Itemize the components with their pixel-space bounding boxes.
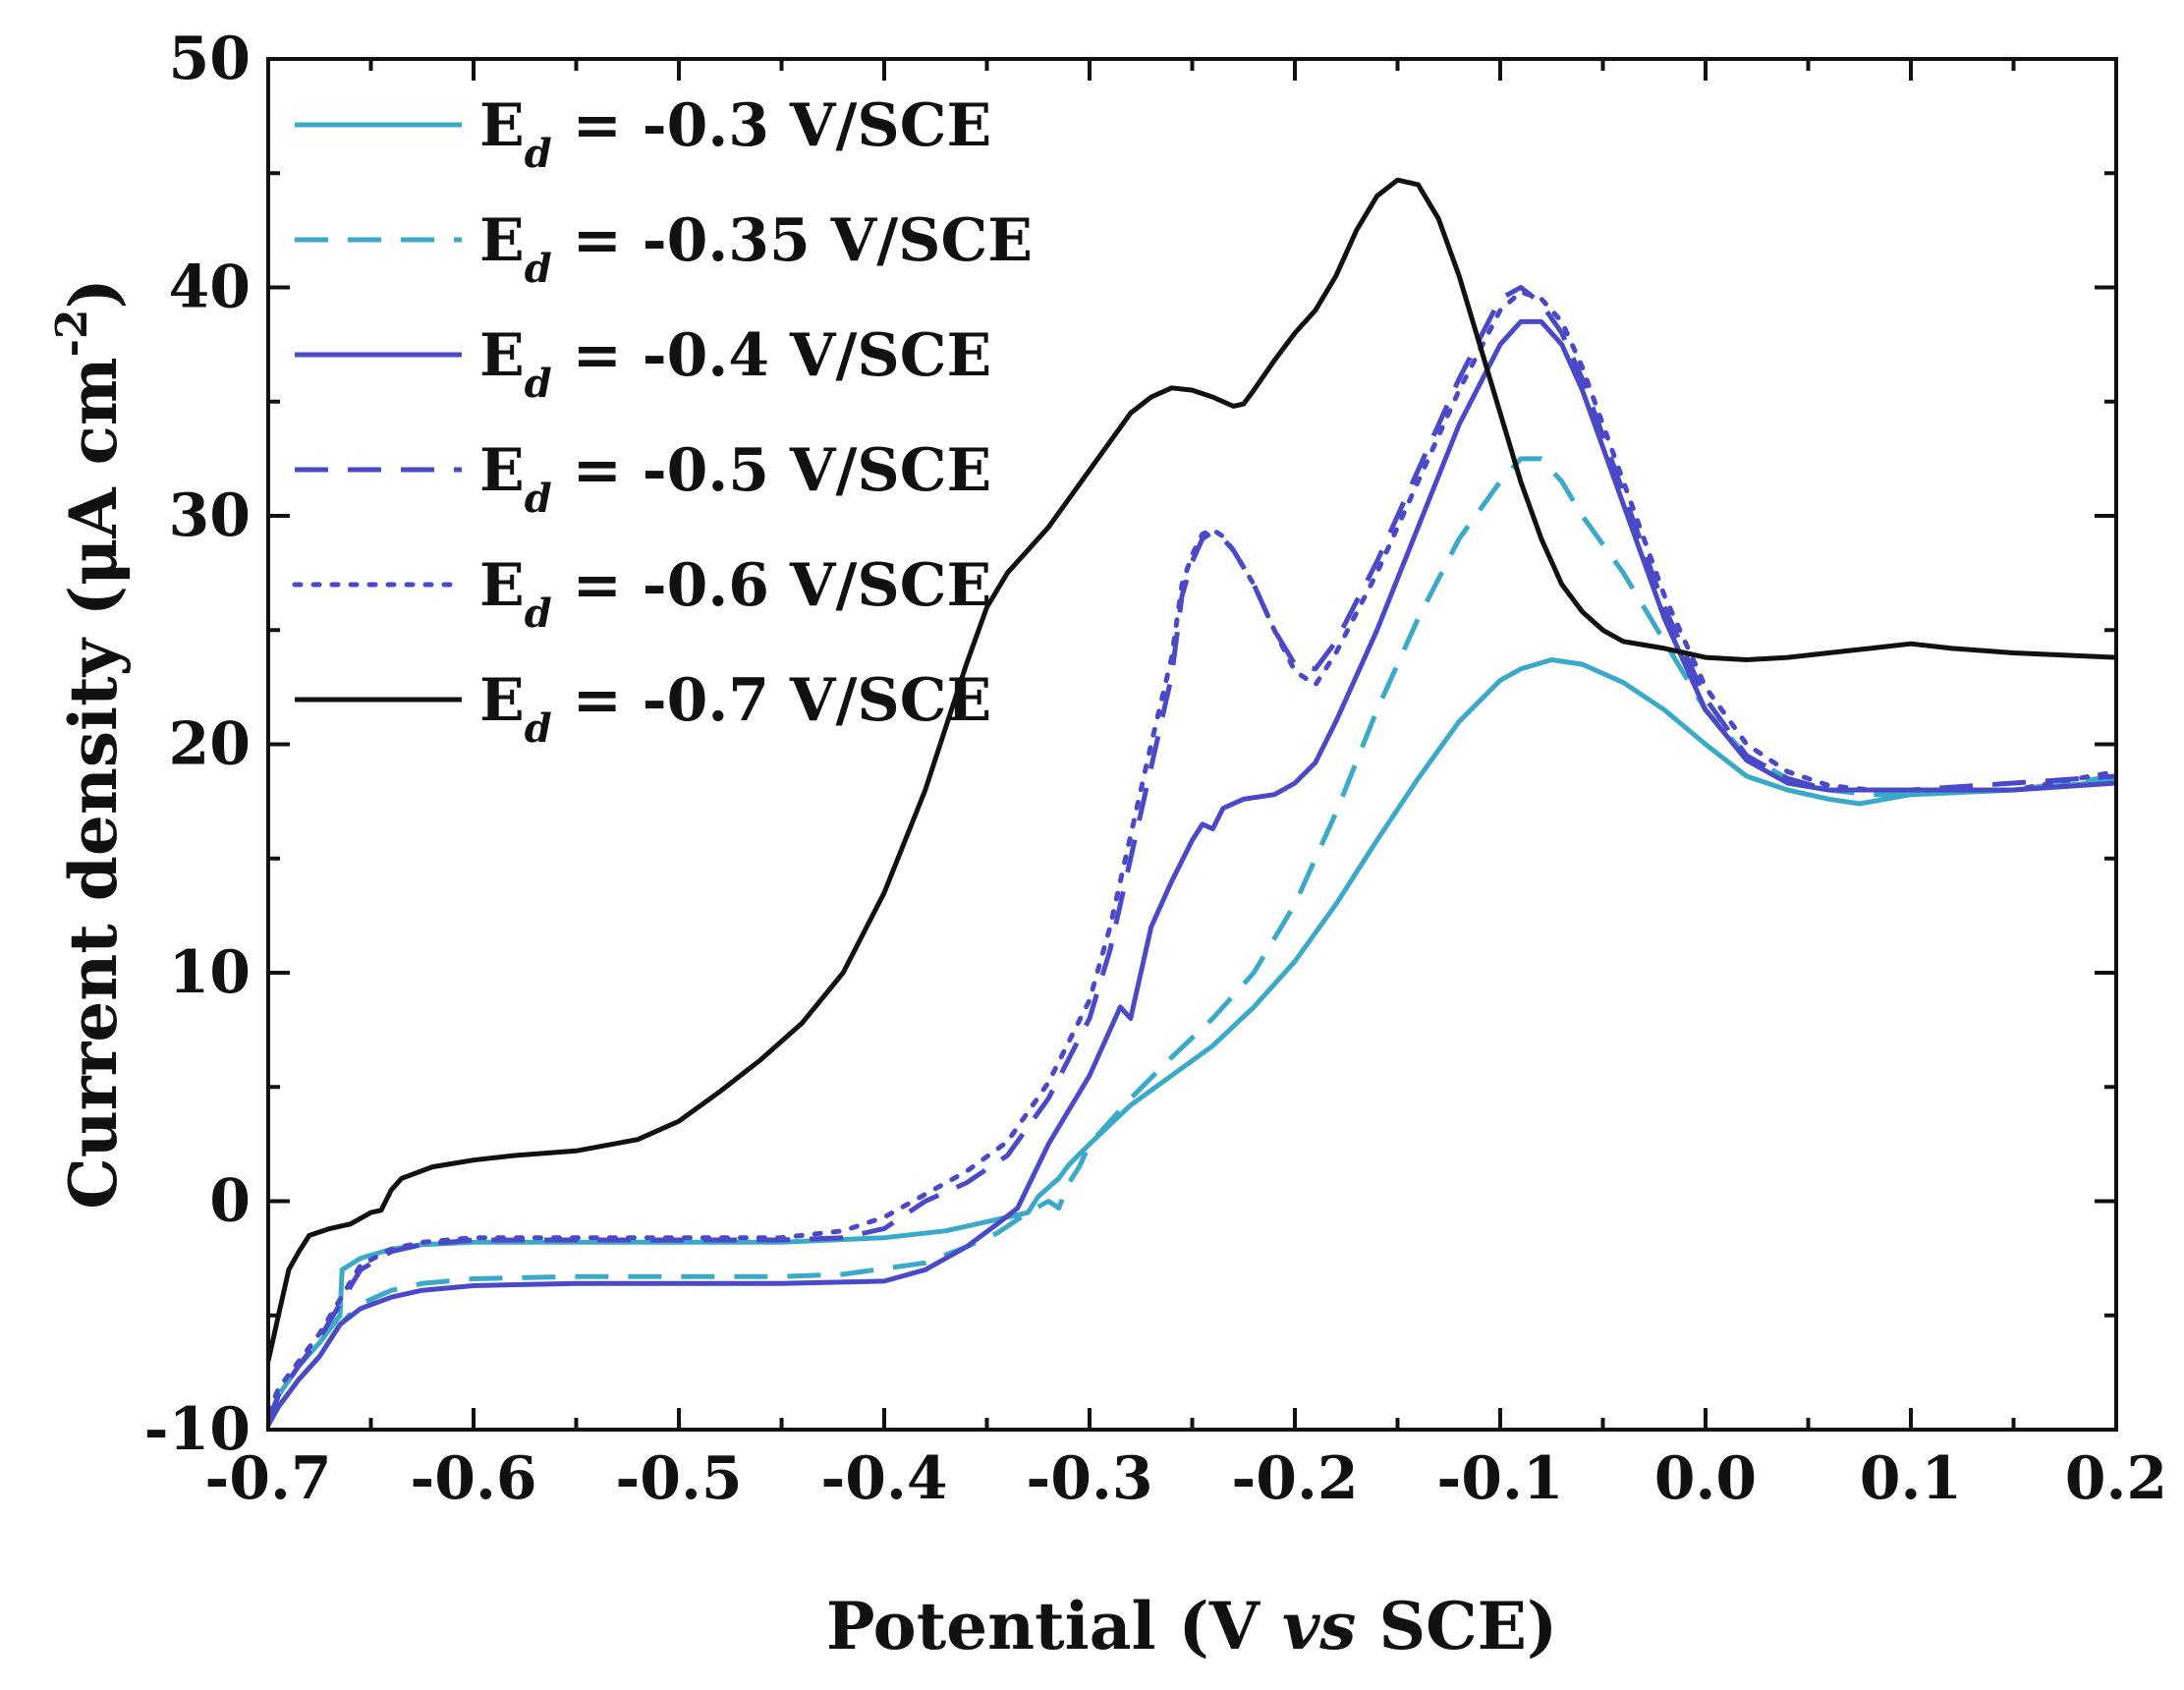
tick-layer: -0.7 -0.6 -0.5 -0.4 -0.3 -0.2 -0.1 0.0 0.1 0.2 -10… bbox=[144, 25, 2168, 1513]
series-line-5 bbox=[268, 289, 2116, 1417]
y-tick-label: 30 bbox=[169, 481, 252, 550]
legend-label-text: = -0.7 V/SCE bbox=[552, 666, 992, 735]
x-tick-label: 0.2 bbox=[2065, 1444, 2167, 1513]
x-tick-label: 0.0 bbox=[1654, 1444, 1757, 1513]
legend-label-symbol: E bbox=[479, 321, 525, 390]
y-tick-label: 50 bbox=[169, 25, 252, 93]
x-tick-label: -0.6 bbox=[410, 1444, 536, 1513]
x-axis-title-suffix: SCE) bbox=[1356, 1588, 1557, 1664]
legend-label-text: = -0.4 V/SCE bbox=[552, 321, 992, 390]
legend-label-symbol: E bbox=[479, 206, 525, 275]
legend-label-subscript: d bbox=[525, 591, 552, 637]
series-line-4 bbox=[268, 285, 2116, 1427]
y-tick-label: 10 bbox=[169, 938, 252, 1007]
x-axis-title-italic: vs bbox=[1282, 1588, 1357, 1664]
legend-label-text: = -0.6 V/SCE bbox=[552, 551, 992, 620]
legend-label-symbol: E bbox=[479, 551, 525, 620]
y-tick-label: 20 bbox=[169, 710, 252, 779]
x-tick-label: -0.1 bbox=[1436, 1444, 1563, 1513]
y-axis-title: Current density (μA cm-2) bbox=[47, 278, 132, 1210]
series-line-2 bbox=[268, 456, 2116, 1427]
x-axis-title: Potential (V vs SCE) bbox=[826, 1588, 1557, 1664]
x-tick-label: -0.7 bbox=[204, 1444, 331, 1513]
x-axis-title-prefix: Potential (V bbox=[826, 1588, 1282, 1664]
y-tick-label: -10 bbox=[144, 1395, 251, 1464]
y-tick-label: 0 bbox=[209, 1167, 251, 1236]
legend-label-subscript: d bbox=[525, 361, 552, 407]
y-axis-title-main: Current density (μA cm bbox=[55, 357, 132, 1209]
legend-label-subscript: d bbox=[525, 131, 552, 177]
legend-label-subscript: d bbox=[525, 246, 552, 292]
legend-label-symbol: E bbox=[479, 666, 525, 735]
y-axis-title-close: ) bbox=[55, 278, 132, 309]
y-tick-label: 40 bbox=[169, 254, 252, 322]
series-layer bbox=[268, 177, 2116, 1427]
x-tick-label: -0.2 bbox=[1231, 1444, 1358, 1513]
legend-label-1: Ed = -0.3 V/SCE bbox=[479, 91, 991, 177]
legend-label-symbol: E bbox=[479, 436, 525, 505]
legend-label-6: Ed = -0.7 V/SCE bbox=[479, 666, 991, 752]
x-tick-label: -0.4 bbox=[820, 1444, 947, 1513]
x-tick-label: -0.5 bbox=[615, 1444, 742, 1513]
x-tick-label: 0.1 bbox=[1860, 1444, 1962, 1513]
legend-label-4: Ed = -0.5 V/SCE bbox=[479, 436, 991, 522]
legend-label-3: Ed = -0.4 V/SCE bbox=[479, 321, 991, 407]
legend-label-subscript: d bbox=[525, 476, 552, 522]
y-axis-title-sup: -2 bbox=[47, 309, 97, 357]
series-line-3 bbox=[268, 318, 2116, 1427]
legend-label-text: = -0.3 V/SCE bbox=[552, 91, 992, 160]
series-line-6 bbox=[268, 177, 2116, 1362]
legend-label-text: = -0.5 V/SCE bbox=[552, 436, 992, 505]
legend-label-text: = -0.35 V/SCE bbox=[552, 206, 1033, 275]
legend-label-2: Ed = -0.35 V/SCE bbox=[479, 206, 1033, 292]
legend-label-symbol: E bbox=[479, 91, 525, 160]
legend-label-5: Ed = -0.6 V/SCE bbox=[479, 551, 991, 637]
legend-label-subscript: d bbox=[525, 705, 552, 752]
x-tick-label: -0.3 bbox=[1026, 1444, 1152, 1513]
